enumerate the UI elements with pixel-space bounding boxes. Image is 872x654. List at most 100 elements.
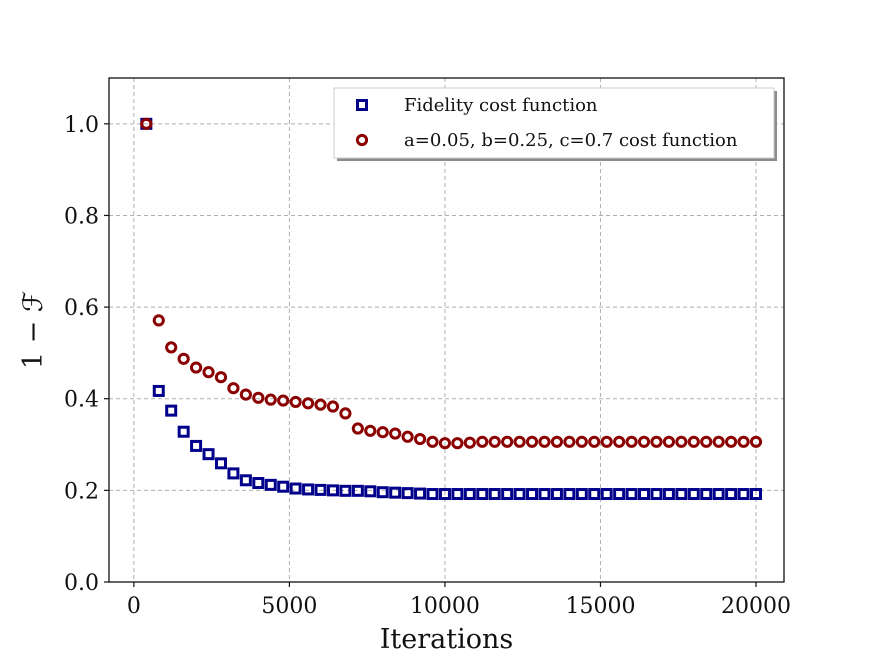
data-point (414, 487, 427, 500)
legend-label: a=0.05, b=0.25, c=0.7 cost function (404, 130, 738, 151)
data-point (750, 488, 763, 501)
data-point (575, 435, 588, 448)
data-point (501, 435, 514, 448)
data-point (513, 488, 526, 501)
data-point (550, 488, 563, 501)
legend-box (333, 87, 775, 159)
data-point (463, 488, 476, 501)
data-point (165, 341, 178, 354)
data-point (538, 435, 551, 448)
data-point (351, 422, 364, 435)
data-point (426, 488, 439, 501)
legend-marker (356, 99, 368, 111)
data-marks (140, 117, 763, 501)
data-point (252, 477, 265, 490)
y-tick-label: 0.4 (64, 388, 99, 413)
x-tick-label: 20000 (721, 594, 791, 619)
data-point (314, 398, 327, 411)
data-point (613, 435, 626, 448)
data-point (376, 426, 389, 439)
data-point (326, 484, 339, 497)
data-point (513, 435, 526, 448)
data-point (625, 435, 638, 448)
data-point (451, 488, 464, 501)
data-point (177, 352, 190, 365)
data-point (538, 488, 551, 501)
data-point (712, 488, 725, 501)
data-point (389, 486, 402, 499)
data-point (214, 457, 227, 470)
data-point (152, 314, 165, 327)
data-point (563, 435, 576, 448)
data-point (438, 437, 452, 450)
data-point (277, 480, 290, 493)
data-point (140, 117, 153, 130)
data-point (687, 435, 700, 448)
y-tick-label: 0.8 (64, 204, 99, 229)
data-point (239, 388, 252, 401)
data-point (625, 488, 638, 501)
x-tick-label: 10000 (410, 594, 480, 619)
data-point (700, 488, 713, 501)
data-point (662, 488, 675, 501)
data-point (712, 435, 725, 448)
data-point (364, 485, 377, 498)
x-tick-label: 0 (127, 594, 141, 619)
data-point (662, 435, 676, 448)
data-point (525, 435, 539, 448)
data-point (389, 427, 402, 440)
data-point (650, 435, 663, 448)
legend-marker (355, 133, 369, 147)
x-axis-label: Iterations (380, 624, 513, 654)
data-point (563, 488, 576, 501)
data-point (314, 483, 327, 496)
y-tick-label: 0.0 (64, 571, 99, 596)
data-point (227, 382, 240, 395)
x-tick-label: 15000 (565, 594, 635, 619)
data-point (725, 435, 738, 448)
data-point (401, 430, 414, 443)
data-point (438, 488, 451, 501)
data-point (189, 361, 203, 374)
data-point (426, 435, 439, 448)
data-point (413, 432, 427, 446)
data-point (451, 437, 464, 450)
data-point (289, 482, 302, 495)
x-tick-label: 5000 (261, 594, 317, 619)
data-point (177, 425, 190, 438)
data-point (252, 391, 265, 404)
data-point (339, 484, 352, 497)
data-point (476, 435, 489, 448)
data-point (700, 435, 713, 448)
data-point (401, 487, 414, 500)
data-point (687, 488, 700, 501)
data-point (351, 484, 364, 497)
data-point (488, 488, 501, 501)
data-point (588, 488, 601, 501)
data-point (376, 486, 389, 499)
data-point (675, 488, 688, 501)
data-point (476, 488, 489, 501)
data-point (675, 435, 688, 448)
data-point (326, 400, 340, 413)
data-point (165, 404, 178, 417)
data-point (737, 488, 750, 501)
data-point (190, 439, 203, 452)
data-point (600, 488, 613, 501)
data-point (227, 467, 240, 480)
data-point (364, 424, 377, 437)
data-point (463, 436, 476, 449)
data-point (339, 407, 352, 420)
plot-frame (108, 77, 785, 583)
data-point (214, 371, 228, 384)
data-point (202, 366, 215, 379)
data-point (550, 435, 564, 448)
y-tick-label: 0.6 (64, 296, 99, 321)
axis-ticks: 0 5000 10000 15000 20000 0.0 0.2 0.4 0.6 0.8 1.0 (64, 113, 791, 619)
data-point (264, 478, 277, 491)
data-point (725, 488, 738, 501)
series-2 (140, 117, 763, 450)
data-point (277, 394, 290, 407)
data-point (264, 393, 277, 406)
